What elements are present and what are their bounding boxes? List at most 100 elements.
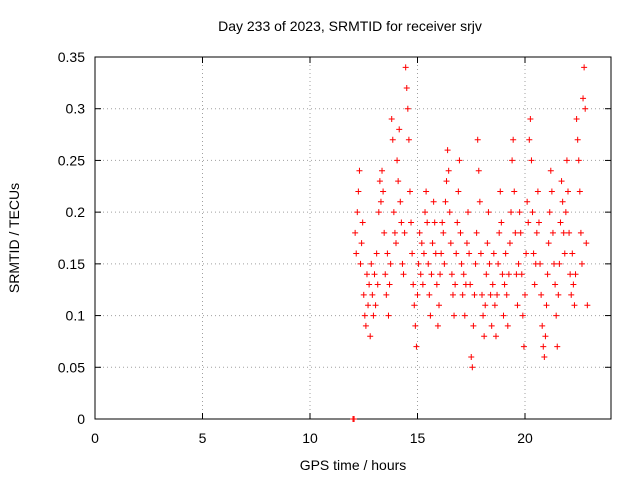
data-point	[477, 250, 484, 257]
data-point	[583, 240, 590, 247]
data-point	[352, 229, 359, 236]
grid-lines	[95, 57, 611, 419]
data-point	[508, 209, 515, 216]
data-point	[459, 291, 466, 298]
data-point	[514, 302, 521, 309]
data-point	[526, 136, 533, 143]
data-point	[430, 198, 437, 205]
y-tick-label: 0.15	[58, 256, 85, 272]
y-tick-label: 0.1	[66, 308, 86, 324]
data-point	[417, 271, 424, 278]
data-point	[363, 271, 370, 278]
data-point	[548, 188, 555, 195]
data-point	[432, 250, 439, 257]
data-point	[474, 136, 481, 143]
data-point	[423, 188, 430, 195]
data-point	[457, 229, 464, 236]
data-point	[559, 198, 566, 205]
data-point	[396, 126, 403, 133]
data-point	[401, 229, 408, 236]
data-point	[385, 312, 392, 319]
data-point	[473, 229, 480, 236]
data-point	[580, 95, 587, 102]
data-point	[391, 229, 398, 236]
data-point	[569, 250, 576, 257]
data-point	[549, 229, 556, 236]
data-point	[386, 281, 393, 288]
data-point	[429, 240, 436, 247]
data-point	[436, 302, 442, 309]
data-point	[552, 281, 559, 288]
data-point	[584, 302, 591, 309]
data-point	[543, 302, 550, 309]
data-point	[527, 116, 534, 123]
data-point	[503, 291, 510, 298]
data-point	[365, 302, 372, 309]
data-point	[562, 209, 569, 216]
data-point	[480, 312, 487, 319]
y-tick-label: 0.2	[66, 204, 86, 220]
data-point	[529, 209, 536, 216]
data-point	[506, 240, 513, 247]
data-point	[433, 281, 440, 288]
data-point	[504, 322, 511, 329]
data-point	[533, 229, 540, 236]
data-point	[484, 240, 491, 247]
data-point	[414, 291, 421, 298]
data-point	[434, 322, 441, 329]
data-point	[358, 240, 365, 247]
data-point	[455, 188, 462, 195]
data-point	[468, 353, 475, 360]
data-point	[384, 250, 391, 257]
data-point	[567, 271, 574, 278]
data-point	[422, 209, 429, 216]
x-axis-label: GPS time / hours	[299, 457, 407, 473]
data-point	[390, 209, 397, 216]
data-point	[420, 250, 427, 257]
data-point	[406, 188, 413, 195]
data-point	[357, 260, 364, 267]
data-point	[453, 250, 460, 257]
data-point	[528, 157, 535, 164]
data-point	[500, 312, 507, 319]
data-point	[571, 302, 578, 309]
data-point	[574, 136, 581, 143]
data-point	[467, 281, 474, 288]
data-point	[379, 167, 386, 174]
data-point	[408, 219, 415, 226]
x-tick-label: 0	[91, 430, 99, 446]
data-point	[487, 291, 494, 298]
data-point	[399, 260, 406, 267]
data-point	[553, 312, 560, 319]
data-point	[398, 219, 405, 226]
data-point	[411, 302, 418, 309]
data-point	[505, 271, 512, 278]
x-tick-label: 20	[517, 430, 533, 446]
data-point	[523, 250, 530, 257]
data-point	[441, 260, 448, 267]
data-points	[350, 64, 591, 422]
data-point	[465, 209, 472, 216]
data-point	[456, 157, 463, 164]
data-point	[511, 188, 518, 195]
data-point	[520, 343, 527, 350]
data-point	[354, 209, 361, 216]
data-point	[576, 188, 583, 195]
data-point	[440, 229, 447, 236]
data-point	[512, 229, 519, 236]
axis-ticks: 0 0.05 0.1 0.15 0.2 0.25 0.3 0.35 0 5 10 15 20	[58, 49, 611, 446]
data-point	[380, 188, 387, 195]
data-point	[475, 167, 482, 174]
data-point	[513, 271, 520, 278]
data-point	[522, 291, 528, 298]
data-point	[395, 178, 402, 185]
data-point	[492, 333, 499, 340]
data-point	[415, 260, 422, 267]
data-point	[351, 416, 358, 422]
data-point	[394, 157, 401, 164]
data-point	[524, 198, 531, 205]
y-tick-label: 0	[77, 411, 85, 427]
y-tick-label: 0.35	[58, 49, 85, 65]
data-point	[572, 271, 579, 278]
data-point	[403, 85, 410, 92]
